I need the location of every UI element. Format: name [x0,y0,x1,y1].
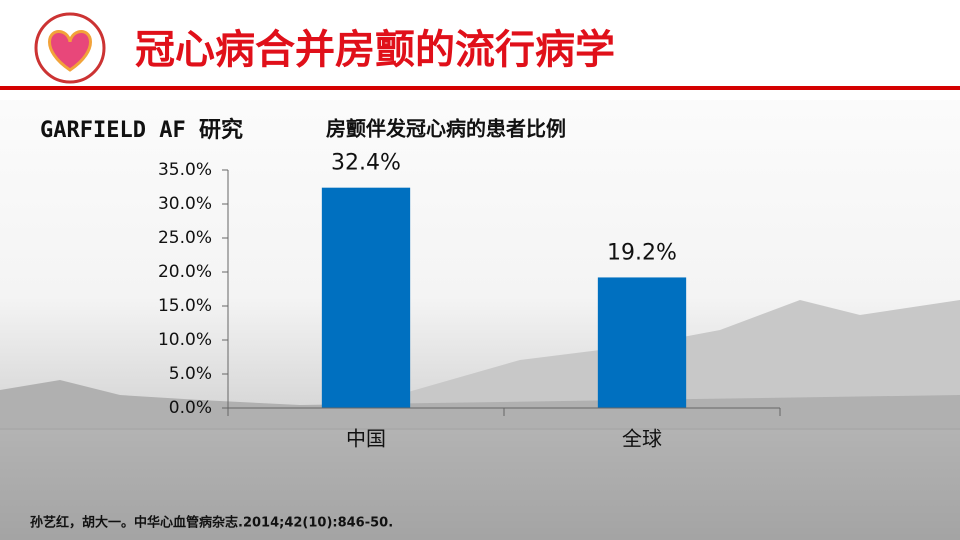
logo [34,12,106,84]
x-tick-label: 全球 [622,427,662,451]
chart-title: 房颤伴发冠心病的患者比例 [326,117,566,141]
header-rule [0,86,960,90]
y-tick-label: 20.0% [158,262,212,282]
y-tick-label: 35.0% [158,160,212,180]
y-tick-label: 10.0% [158,330,212,350]
value-label: 19.2% [607,240,677,265]
header-bg [0,0,960,100]
study-label: GARFIELD AF 研究 [40,117,243,143]
y-tick-label: 5.0% [169,364,212,384]
bar [321,187,411,408]
x-tick-label: 中国 [346,427,386,451]
value-label: 32.4% [331,151,401,176]
citation: 孙艺红，胡大一。中华心血管病杂志.2014;42(10):846-50. [30,515,393,531]
y-tick-label: 25.0% [158,228,212,248]
y-tick-label: 0.0% [169,398,212,418]
y-tick-label: 15.0% [158,296,212,316]
shore [0,380,960,430]
slide-title: 冠心病合并房颤的流行病学 [135,27,615,73]
bar [597,277,687,408]
y-tick-label: 30.0% [158,194,212,214]
water [0,428,960,540]
